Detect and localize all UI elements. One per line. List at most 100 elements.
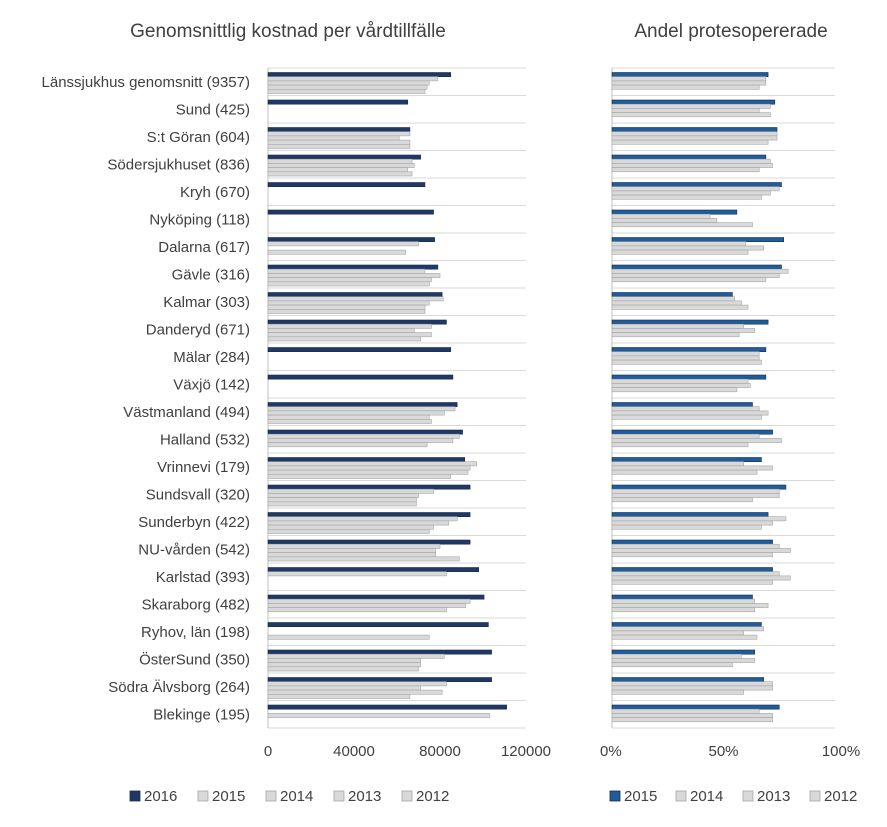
share-bar-2012 [611, 332, 740, 338]
cost-bar-2013 [267, 332, 432, 338]
share-bar-2015 [611, 649, 756, 655]
cost-bar-2013 [267, 662, 421, 668]
share-bar-2013 [611, 163, 773, 168]
cost-bar-2013 [267, 249, 406, 255]
category-label: Gävle (316) [172, 266, 250, 283]
share-bar-2014 [611, 461, 744, 467]
share-bar-2015 [611, 319, 769, 325]
cost-bar-2016 [267, 347, 452, 352]
cost-bar-2016 [267, 292, 443, 297]
share-bar-2015 [611, 484, 787, 490]
share-bar-2014 [611, 351, 760, 357]
cost-bar-2012 [267, 171, 413, 177]
cost-bar-2015 [267, 571, 447, 577]
cost-bar-2015 [267, 268, 426, 274]
cost-bar-2012 [267, 308, 426, 314]
cost-bar-2012 [267, 473, 452, 479]
cost-legend-label: 2012 [416, 788, 449, 805]
share-bar-2014 [611, 626, 764, 632]
category-label: Södersjukhuset (836) [107, 156, 250, 173]
cost-bar-2016 [267, 264, 439, 270]
cost-bar-2014 [267, 520, 449, 526]
cost-bar-2015 [267, 406, 456, 412]
cost-bar-2016 [267, 127, 411, 132]
share-bar-2014 [611, 76, 767, 82]
share-bar-2014 [611, 131, 778, 137]
share-bar-2015 [611, 567, 773, 572]
share-bar-2013 [611, 713, 773, 718]
share-bar-2014 [611, 103, 771, 109]
cost-bar-2013 [267, 607, 447, 613]
share-bar-2012 [611, 524, 762, 530]
cost-bar-2014 [267, 603, 467, 608]
share-bar-2015 [611, 594, 753, 600]
share-bar-2015 [611, 622, 762, 627]
cost-bar-2016 [267, 539, 471, 545]
cost-bar-2012 [267, 693, 411, 699]
cost-bar-2014 [267, 135, 400, 141]
share-bar-2013 [611, 80, 767, 86]
cost-bar-2013 [267, 277, 432, 283]
cost-bar-2016 [267, 319, 447, 325]
cost-bar-2014 [267, 658, 421, 663]
share-bar-2012 [611, 579, 773, 585]
share-bar-2013 [611, 575, 791, 581]
share-bar-2013 [611, 493, 780, 498]
cost-bar-2016 [267, 484, 471, 490]
cost-bar-2015 [267, 323, 432, 329]
cost-bar-2015 [267, 681, 447, 687]
cost-bar-2013 [267, 139, 411, 145]
cost-bar-2014 [267, 713, 490, 718]
cost-bar-2016 [267, 649, 492, 655]
category-label: Sund (425) [176, 101, 250, 118]
share-bar-2015 [611, 347, 767, 352]
share-bar-2012 [611, 84, 760, 90]
category-label: Länssjukhus genomsnitt (9357) [42, 74, 250, 91]
category-label: Dalarna (617) [158, 239, 250, 256]
cost-chart-plot: Länssjukhus genomsnitt (9357) Sund (425) S… [42, 67, 551, 805]
share-bar-2012 [611, 552, 773, 558]
category-label: Ryhov, län (198) [141, 624, 250, 641]
cost-x-tick-label: 80000 [419, 743, 461, 760]
share-bar-2012 [611, 277, 767, 283]
share-bar-2014 [611, 681, 773, 687]
cost-bar-2016 [267, 99, 409, 105]
cost-legend-label: 2016 [144, 788, 177, 805]
share-legend-label: 2012 [824, 788, 857, 805]
share-x-tick-label: 0% [600, 743, 622, 760]
share-bar-2014 [611, 406, 760, 412]
share-bar-2015 [611, 127, 778, 132]
cost-legend-swatch [197, 790, 209, 802]
share-legend-swatch [809, 790, 821, 802]
share-bar-2013 [611, 245, 764, 251]
share-bar-2013 [611, 410, 769, 416]
share-bar-2015 [611, 182, 782, 187]
share-bar-2012 [611, 607, 756, 613]
share-bar-2013 [611, 355, 760, 361]
share-bar-2015 [611, 374, 767, 380]
cost-bar-2013 [267, 497, 417, 503]
cost-bar-2014 [267, 163, 415, 168]
share-bar-2015 [611, 72, 769, 77]
cost-bar-2016 [267, 374, 454, 380]
share-bar-2013 [611, 135, 778, 141]
share-bar-2012 [611, 717, 773, 723]
cost-bar-2015 [267, 488, 434, 494]
cost-bar-2014 [267, 548, 436, 553]
cost-bar-2015 [267, 516, 458, 522]
category-label: Kryh (670) [180, 184, 250, 201]
cost-bar-2016 [267, 704, 507, 710]
category-label: Blekinge (195) [153, 706, 250, 723]
share-bar-2013 [611, 438, 782, 443]
share-bar-2013 [611, 603, 769, 608]
category-label: Halland (532) [160, 431, 250, 448]
cost-bar-2014 [267, 465, 471, 471]
cost-bar-2014 [267, 685, 421, 691]
share-legend-swatch [675, 790, 687, 802]
cost-bar-2014 [267, 438, 454, 443]
category-label: Västmanland (494) [123, 404, 250, 421]
category-label: Kalmar (303) [163, 294, 250, 311]
cost-bar-2015 [267, 461, 477, 467]
share-bar-2014 [611, 186, 780, 192]
cost-legend-swatch [129, 790, 141, 802]
